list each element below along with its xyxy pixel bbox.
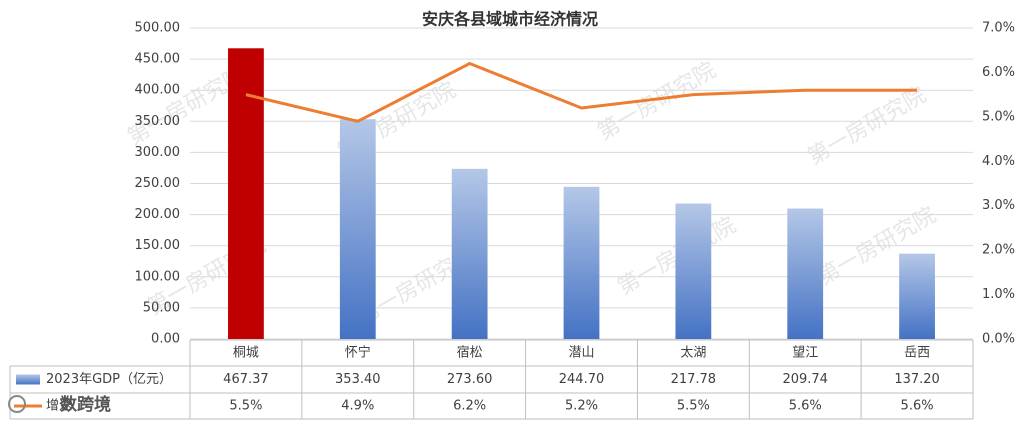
table-value: 5.2%	[565, 399, 598, 414]
x-tick-label: 宿松	[457, 345, 483, 361]
y-tick-label: 350.00	[135, 114, 181, 129]
logo-icon	[8, 395, 26, 413]
x-tick-label: 潜山	[568, 346, 594, 361]
legend-label: 增速	[46, 399, 72, 414]
bar	[675, 203, 712, 339]
bar	[787, 208, 824, 339]
bar	[899, 253, 935, 339]
watermark: 第一房研究院	[594, 58, 721, 146]
line	[245, 61, 918, 123]
y2-tick-label: 5.0%	[982, 109, 1015, 124]
table-value: 209.74	[782, 372, 828, 387]
x-tick-label: 岳西	[904, 346, 930, 361]
y-tick-label: 250.00	[135, 176, 181, 191]
bar	[451, 168, 488, 339]
table-value: 244.70	[559, 372, 605, 387]
y-tick-label: 400.00	[135, 83, 181, 98]
y-tick-label: 0.00	[151, 332, 180, 347]
y-tick-label: 50.00	[143, 300, 180, 315]
table-value: 5.5%	[229, 399, 262, 414]
y2-tick-label: 2.0%	[982, 243, 1015, 258]
bar	[228, 48, 264, 339]
y-tick-label: 200.00	[135, 207, 181, 222]
watermark: 第一房研究院	[804, 83, 931, 171]
table-value: 5.6%	[901, 399, 934, 414]
y-tick-label: 450.00	[135, 52, 181, 67]
table-value: 5.5%	[677, 399, 710, 414]
y2-tick-label: 3.0%	[982, 198, 1015, 213]
bar	[563, 186, 600, 339]
y2-tick-label: 4.0%	[982, 154, 1015, 169]
x-tick-label: 桐城	[233, 346, 259, 361]
x-tick-label: 太湖	[680, 346, 706, 361]
table-value: 217.78	[671, 372, 717, 387]
y2-tick-label: 6.0%	[982, 65, 1015, 80]
table-value: 467.37	[223, 372, 269, 387]
legend-swatch	[16, 374, 40, 385]
y2-tick-label: 0.0%	[982, 332, 1015, 347]
y-tick-label: 300.00	[135, 145, 181, 160]
table-value: 6.2%	[453, 399, 486, 414]
table-value: 353.40	[335, 372, 381, 387]
table-value: 273.60	[447, 372, 493, 387]
x-tick-label: 望江	[792, 345, 818, 361]
bar	[339, 119, 376, 339]
logo-text: 数跨境	[60, 394, 111, 415]
table-value: 137.20	[894, 372, 940, 387]
y2-tick-label: 1.0%	[982, 287, 1015, 302]
x-tick-label: 怀宁	[345, 345, 371, 361]
table-value: 4.9%	[341, 399, 374, 414]
y2-tick-label: 7.0%	[982, 21, 1015, 36]
y-tick-label: 500.00	[135, 21, 181, 36]
table-value: 5.6%	[789, 399, 822, 414]
chart-title: 安庆各县域城市经济情况	[422, 10, 598, 29]
y-tick-label: 100.00	[135, 269, 181, 284]
legend-label: 2023年GDP（亿元）	[46, 372, 172, 387]
y-tick-label: 150.00	[135, 238, 181, 253]
